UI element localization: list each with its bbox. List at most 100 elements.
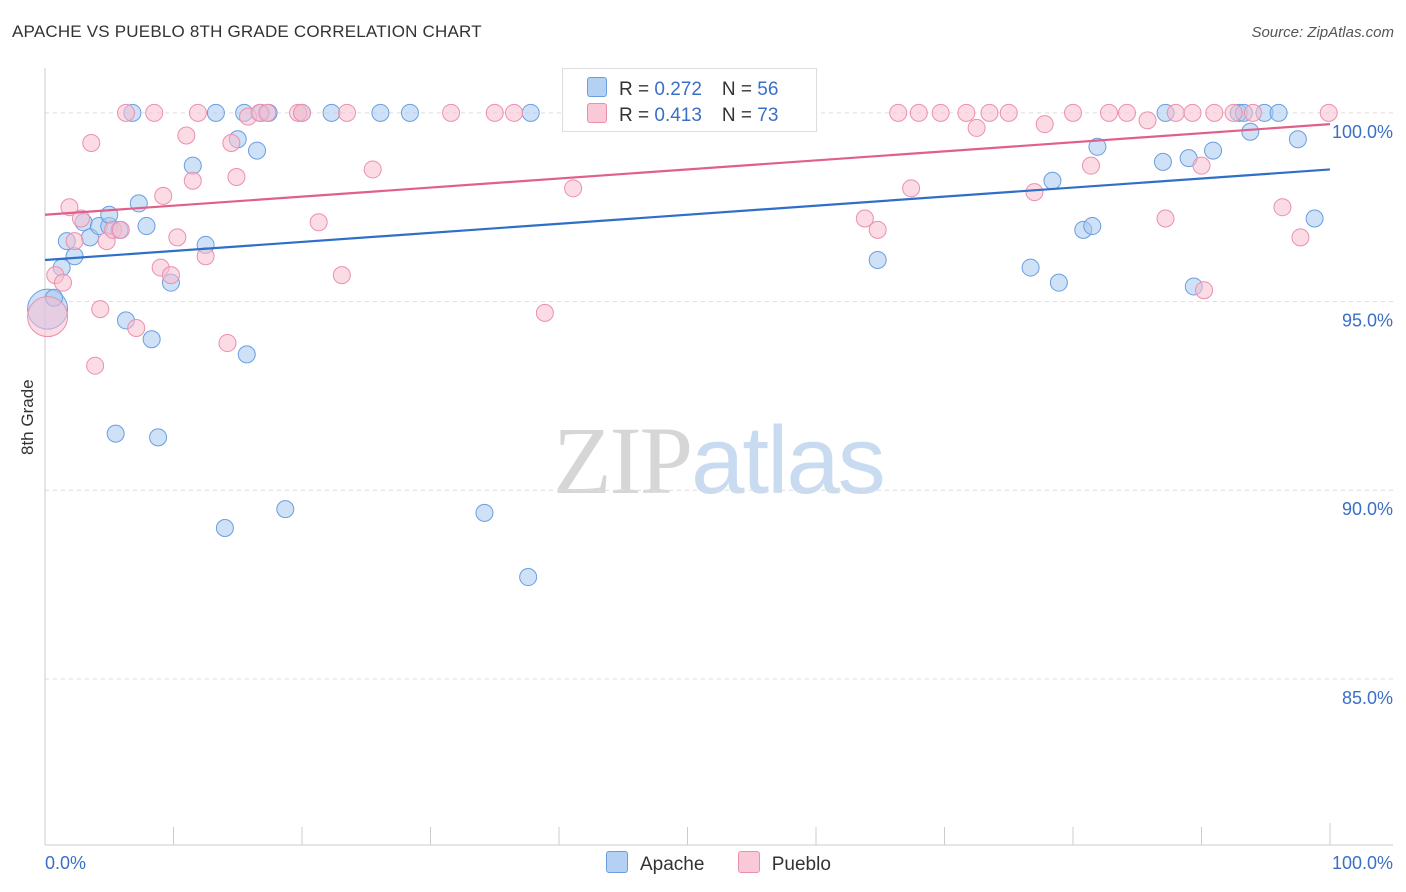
- apache-point: [1088, 137, 1107, 156]
- pueblo-point: [1099, 103, 1118, 122]
- watermark-atlas: atlas: [691, 407, 886, 514]
- apache-legend-swatch: [606, 851, 628, 873]
- apache-point: [215, 518, 234, 537]
- pueblo-point: [1025, 183, 1044, 202]
- watermark-zip: ZIP: [553, 407, 693, 514]
- pueblo-point: [293, 103, 311, 122]
- apache-point: [142, 330, 161, 349]
- pueblo-point: [868, 220, 887, 239]
- stats-legend: R = 0.272 N = 56 R = 0.413 N = 73: [562, 68, 817, 132]
- pueblo-point: [1243, 103, 1262, 122]
- y-tick-label: 100.0%: [1332, 122, 1393, 142]
- pueblo-point: [505, 103, 524, 122]
- apache-point: [137, 217, 156, 236]
- pueblo-point: [168, 228, 187, 247]
- y-tick-label: 90.0%: [1342, 499, 1393, 519]
- pueblo-point: [309, 213, 328, 232]
- legend-row-apache: R = 0.272 N = 56: [587, 77, 779, 100]
- apache-point: [248, 141, 267, 160]
- y-axis-label: 8th Grade: [18, 379, 37, 455]
- pueblo-point: [65, 232, 84, 251]
- pueblo-point: [82, 134, 101, 153]
- pueblo-n-value: 73: [757, 105, 779, 126]
- pueblo-point: [1138, 111, 1157, 130]
- pueblo-point: [902, 179, 921, 198]
- pueblo-point: [27, 296, 69, 338]
- pueblo-point: [1156, 209, 1175, 228]
- apache-point: [1083, 217, 1102, 236]
- pueblo-point: [931, 103, 950, 122]
- legend-row-pueblo: R = 0.413 N = 73: [587, 103, 779, 126]
- pueblo-point: [1064, 103, 1082, 122]
- pueblo-point: [1183, 103, 1202, 122]
- pueblo-point: [86, 356, 105, 375]
- apache-point: [206, 103, 225, 122]
- pueblo-legend-swatch: [737, 851, 760, 873]
- apache-point: [106, 424, 125, 443]
- watermark: ZIPatlas: [553, 405, 886, 516]
- pueblo-point: [188, 103, 207, 122]
- pueblo-n-label: N =: [721, 105, 758, 126]
- apache-swatch: [587, 77, 607, 97]
- apache-point: [475, 503, 494, 522]
- apache-point: [149, 428, 168, 447]
- pueblo-point: [111, 220, 130, 239]
- pueblo-point: [222, 134, 241, 153]
- apache-point: [1204, 141, 1223, 160]
- series-legend: Apache Pueblo: [606, 851, 859, 876]
- source-credit: Source: ZipAtlas.com: [1251, 24, 1394, 41]
- pueblo-point: [1081, 156, 1100, 175]
- apache-point: [276, 500, 295, 519]
- pueblo-point: [1319, 103, 1338, 122]
- apache-point: [183, 156, 202, 175]
- pueblo-point: [855, 209, 874, 228]
- pueblo-point: [332, 266, 351, 285]
- pueblo-trend-line: [44, 123, 1331, 216]
- pueblo-point: [564, 179, 583, 198]
- pueblo-point: [1291, 228, 1310, 247]
- pueblo-point: [967, 118, 986, 137]
- legend-item-pueblo: Pueblo: [737, 851, 831, 876]
- pueblo-point: [485, 103, 504, 122]
- pueblo-point: [1273, 198, 1292, 217]
- pueblo-point: [1192, 156, 1211, 175]
- pueblo-point: [1224, 103, 1243, 122]
- pueblo-point: [145, 103, 164, 122]
- pueblo-point: [127, 318, 146, 337]
- pueblo-point: [337, 103, 356, 122]
- apache-point: [1049, 273, 1068, 292]
- apache-n-value: 56: [757, 79, 779, 100]
- pueblo-point: [154, 186, 173, 205]
- pueblo-point: [218, 334, 237, 353]
- pueblo-point: [442, 103, 461, 122]
- x-tick-label: 100.0%: [1332, 853, 1393, 873]
- apache-r-value: 0.272: [654, 79, 702, 100]
- apache-point: [400, 103, 419, 122]
- pueblo-r-value: 0.413: [654, 105, 702, 126]
- pueblo-swatch: [587, 103, 607, 123]
- pueblo-point: [227, 167, 246, 186]
- apache-point: [371, 103, 390, 122]
- y-tick-label: 85.0%: [1342, 688, 1393, 708]
- apache-point: [521, 103, 540, 122]
- trend-lines: [44, 123, 1331, 262]
- pueblo-point: [116, 103, 135, 122]
- y-tick-label: 95.0%: [1342, 311, 1393, 331]
- pueblo-point: [91, 300, 110, 319]
- pueblo-point: [909, 103, 928, 122]
- pueblo-point: [980, 103, 999, 122]
- apache-point: [65, 247, 84, 266]
- pueblo-points: [27, 103, 1338, 375]
- apache-point: [1288, 130, 1307, 149]
- pueblo-point: [196, 247, 215, 266]
- x-tick-label: 0.0%: [45, 853, 86, 873]
- pueblo-point: [161, 266, 180, 285]
- pueblo-point: [957, 103, 976, 122]
- pueblo-point: [183, 171, 202, 190]
- apache-point: [1043, 171, 1062, 190]
- apache-point: [237, 345, 256, 364]
- pueblo-point: [363, 160, 382, 179]
- pueblo-point: [1035, 115, 1054, 134]
- pueblo-point: [1166, 103, 1185, 122]
- pueblo-legend-label: Pueblo: [771, 854, 831, 875]
